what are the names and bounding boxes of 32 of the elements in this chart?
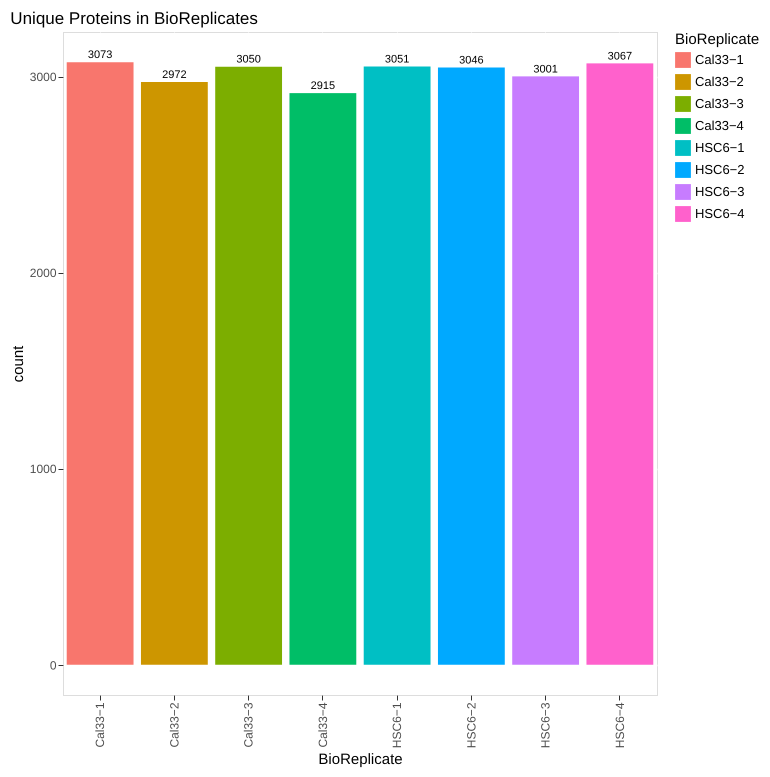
legend-label: Cal33−3: [695, 96, 744, 111]
data-label: 3067: [608, 50, 632, 62]
y-tick-label: 1000: [30, 462, 57, 476]
x-tick-label: Cal33−4: [316, 702, 330, 748]
legend-label: HSC6−3: [695, 184, 744, 199]
chart-title: Unique Proteins in BioReplicates: [10, 9, 258, 28]
x-axis-title: BioReplicate: [318, 751, 403, 768]
y-tick-label: 0: [50, 658, 57, 672]
x-tick-label: HSC6−4: [612, 702, 627, 748]
legend-title: BioReplicate: [675, 31, 760, 48]
data-label: 2972: [162, 69, 187, 82]
legend-label: Cal33−2: [695, 74, 744, 89]
x-tick-label: HSC6−1: [390, 702, 404, 748]
legend-label: HSC6−2: [695, 162, 744, 177]
x-tick-label: HSC6−2: [464, 702, 478, 748]
x-tick-label: Cal33−2: [167, 702, 182, 748]
legend-label: Cal33−4: [695, 118, 744, 133]
y-axis-title: count: [10, 344, 27, 382]
data-label: 3046: [459, 54, 484, 66]
legend-label: Cal33−1: [695, 52, 744, 67]
data-label: 3051: [384, 54, 410, 66]
x-tick-label: Cal33−3: [242, 702, 256, 748]
x-tick-label: HSC6−3: [538, 702, 553, 748]
y-tick-label: 3000: [30, 70, 57, 84]
data-label: 3073: [88, 49, 112, 62]
data-label: 3001: [533, 63, 558, 76]
data-label: 3050: [236, 54, 261, 66]
x-tick-label: Cal33−1: [93, 702, 108, 748]
legend-label: HSC6−1: [695, 140, 744, 155]
data-label: 2915: [310, 80, 336, 92]
legend-label: HSC6−4: [695, 206, 744, 221]
y-tick-label: 2000: [30, 266, 57, 280]
